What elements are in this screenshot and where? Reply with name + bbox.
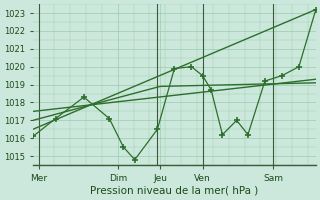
X-axis label: Pression niveau de la mer( hPa ): Pression niveau de la mer( hPa ) [90, 186, 259, 196]
